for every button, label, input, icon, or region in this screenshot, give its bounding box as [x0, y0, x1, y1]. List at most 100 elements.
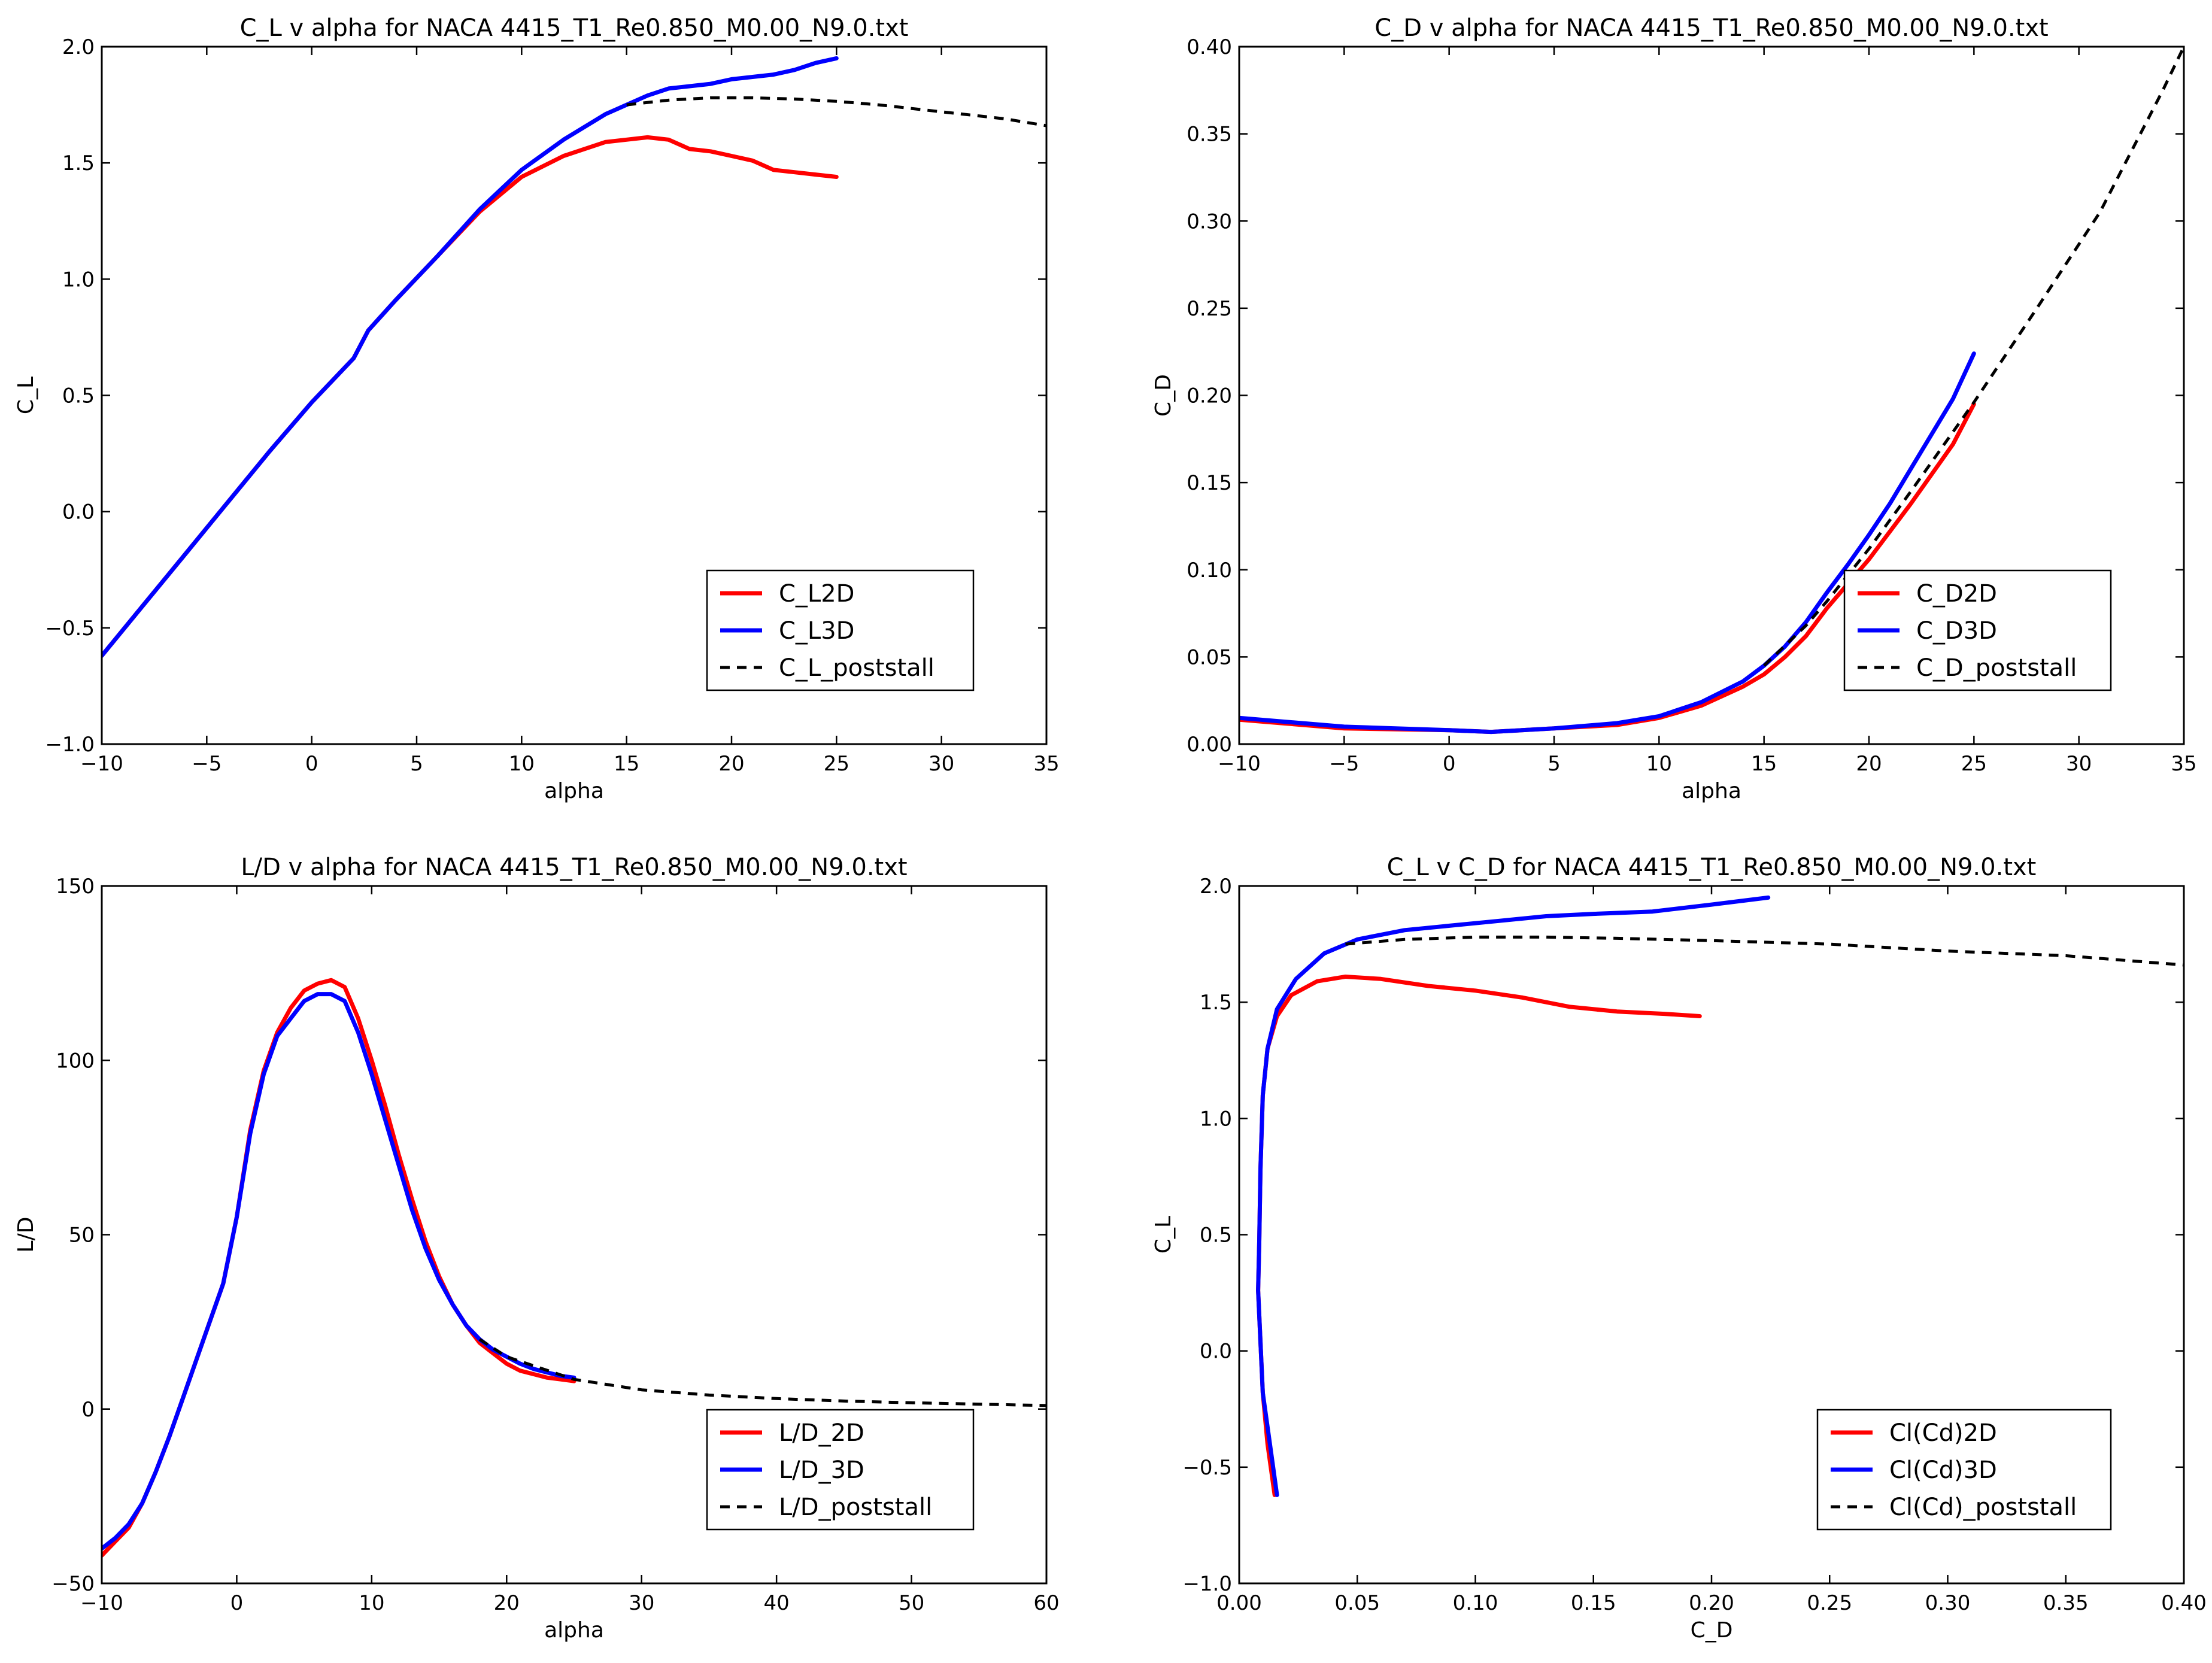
x-tick-label: 0.05 [1334, 1591, 1380, 1615]
x-tick-label: 25 [1961, 752, 1987, 776]
legend-label: C_D2D [1916, 580, 1997, 608]
legend: Cl(Cd)2D Cl(Cd)3D Cl(Cd)_poststall [1816, 1409, 2112, 1531]
x-tick-label: 50 [899, 1591, 924, 1615]
series-line-l-d-3d [102, 992, 576, 1551]
x-tick-label: 0 [305, 752, 318, 776]
series-line-cl-cd-3d [1256, 895, 1771, 1497]
y-tick-label: −1.0 [45, 733, 95, 757]
x-tick-label: 15 [1751, 752, 1777, 776]
x-tick-label: 0.00 [1216, 1591, 1262, 1615]
x-tick-label: 20 [1856, 752, 1882, 776]
y-axis-label: C_D [1151, 374, 1176, 417]
chart-title: C_D v alpha for NACA 4415_T1_Re0.850_M0.… [1374, 14, 2048, 42]
y-tick-label: 0.05 [1187, 645, 1232, 669]
y-tick-label: 1.0 [1200, 1107, 1232, 1131]
x-tick-label: −10 [1218, 752, 1261, 776]
y-tick-label: 2.0 [1200, 875, 1232, 899]
y-tick-label: 0.0 [62, 500, 95, 524]
chart-title: L/D v alpha for NACA 4415_T1_Re0.850_M0.… [241, 854, 907, 881]
y-tick-label: 0 [81, 1398, 95, 1422]
y-axis-label: C_L [1151, 1216, 1176, 1254]
x-tick-label: 10 [509, 752, 535, 776]
x-tick-label: 0.10 [1453, 1591, 1498, 1615]
y-tick-label: 0.5 [1200, 1224, 1232, 1248]
legend-label: C_L_poststall [779, 654, 934, 682]
y-tick-label: −0.5 [1182, 1456, 1232, 1480]
x-tick-label: 25 [824, 752, 849, 776]
y-tick-label: 1.5 [62, 151, 95, 175]
x-tick-label: −5 [1329, 752, 1359, 776]
y-tick-label: 2.0 [62, 35, 95, 59]
series-line-cl-cd-poststall [1345, 935, 2184, 967]
y-tick-label: −0.5 [45, 617, 95, 641]
legend-label: C_D_poststall [1916, 654, 2077, 682]
legend-label: C_L3D [779, 617, 854, 645]
y-tick-label: 0.15 [1187, 471, 1232, 495]
x-tick-label: −5 [192, 752, 221, 776]
x-tick-label: 10 [359, 1591, 384, 1615]
x-tick-label: 15 [614, 752, 639, 776]
x-tick-label: 0 [230, 1591, 244, 1615]
legend-label: C_D3D [1916, 617, 1997, 645]
legend-label: L/D_2D [779, 1419, 864, 1447]
x-tick-label: −10 [80, 1591, 123, 1615]
x-tick-label: 0.40 [2161, 1591, 2207, 1615]
x-axis-label: C_D [1691, 1618, 1733, 1643]
x-tick-label: 10 [1646, 752, 1672, 776]
y-tick-label: 1.0 [62, 268, 95, 292]
chart-panel-1: −10 −5 0 5 10 15 20 25 30 35 −1.0 −0.5 0.0 0.5 1.0 1.5 2… [14, 14, 1060, 803]
x-tick-label: 5 [410, 752, 423, 776]
chart-panel-3: −10 0 10 20 30 40 50 60 −50 0 50 100 150 L/D v alpha … [14, 854, 1060, 1643]
chart-panel-2: −10 −5 0 5 10 15 20 25 30 35 0.00 0.05 0.10 0.15 0.20 0… [1151, 14, 2197, 803]
x-tick-label: 35 [2171, 752, 2196, 776]
x-axis-label: alpha [1682, 779, 1741, 803]
legend: L/D_2D L/D_3D L/D_poststall [706, 1409, 975, 1531]
x-tick-label: 30 [629, 1591, 654, 1615]
series-line-c-d-poststall [1762, 47, 2184, 667]
x-tick-label: 30 [929, 752, 954, 776]
x-tick-label: 0.15 [1571, 1591, 1616, 1615]
y-tick-label: 100 [56, 1049, 95, 1073]
x-tick-label: 20 [494, 1591, 520, 1615]
y-tick-label: −50 [51, 1572, 95, 1596]
y-tick-label: 50 [69, 1224, 95, 1248]
legend-label: Cl(Cd)3D [1889, 1456, 1997, 1484]
x-tick-label: 0 [1443, 752, 1456, 776]
y-tick-label: 0.35 [1187, 123, 1232, 147]
legend-label: L/D_poststall [779, 1494, 932, 1521]
chart-title: C_L v C_D for NACA 4415_T1_Re0.850_M0.00… [1387, 854, 2037, 881]
y-tick-label: 0.40 [1187, 35, 1232, 59]
y-axis-label: L/D [14, 1217, 38, 1253]
series-line-c-l-poststall [626, 96, 1046, 128]
chart-panel-4: 0.00 0.05 0.10 0.15 0.20 0.25 0.30 0.35 0.40 −1.0… [1151, 854, 2207, 1643]
legend-label: C_L2D [779, 580, 854, 608]
y-tick-label: 0.25 [1187, 297, 1232, 321]
series-line-cl-cd-2d [1256, 975, 1702, 1497]
legend: C_D2D C_D3D C_D_poststall [1843, 569, 2112, 691]
y-tick-label: 0.0 [1200, 1340, 1232, 1364]
legend: C_L2D C_L3D C_L_poststall [706, 569, 975, 691]
y-tick-label: 0.20 [1187, 384, 1232, 408]
series-line-l-d-2d [102, 978, 576, 1558]
x-tick-label: 0.35 [2043, 1591, 2089, 1615]
y-tick-label: 1.5 [1200, 991, 1232, 1015]
y-tick-label: 150 [56, 875, 95, 899]
x-tick-label: 0.20 [1689, 1591, 1734, 1615]
legend-label: Cl(Cd)_poststall [1889, 1494, 2077, 1521]
x-tick-label: −10 [80, 752, 123, 776]
series-line-l-d-poststall [478, 1338, 1046, 1407]
y-tick-label: 0.10 [1187, 559, 1232, 582]
x-tick-label: 0.30 [1925, 1591, 1971, 1615]
x-tick-label: 0.25 [1807, 1591, 1852, 1615]
series-line-c-l3d [102, 56, 839, 658]
x-axis-label: alpha [544, 1618, 604, 1643]
x-tick-label: 20 [718, 752, 744, 776]
x-tick-label: 40 [764, 1591, 790, 1615]
x-tick-label: 35 [1033, 752, 1059, 776]
x-tick-label: 60 [1033, 1591, 1059, 1615]
legend-label: L/D_3D [779, 1456, 864, 1484]
x-tick-label: 30 [2066, 752, 2092, 776]
x-tick-label: 5 [1548, 752, 1561, 776]
chart-title: C_L v alpha for NACA 4415_T1_Re0.850_M0.… [240, 14, 909, 42]
